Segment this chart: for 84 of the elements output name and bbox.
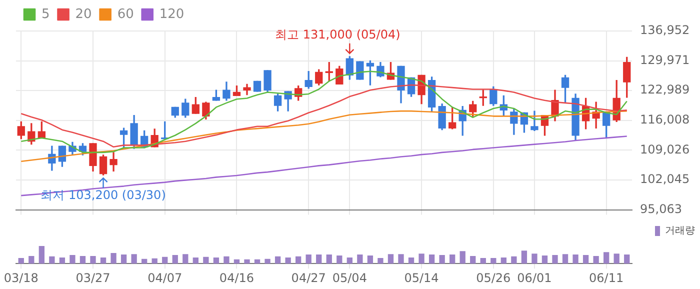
bar — [408, 257, 414, 264]
bar — [336, 256, 342, 264]
bar — [296, 256, 302, 264]
y-tick-label: 102,045 — [640, 172, 690, 186]
candlestick — [356, 61, 364, 80]
legend-label: 거래량 — [665, 226, 695, 237]
bar — [378, 258, 384, 264]
bar — [203, 256, 209, 264]
bar — [120, 254, 127, 264]
x-tick-label: 04/07 — [148, 270, 182, 285]
bar — [604, 252, 610, 264]
bar — [552, 255, 558, 264]
bar — [562, 254, 568, 264]
bar — [224, 256, 230, 264]
bar — [388, 254, 394, 264]
bar — [346, 257, 352, 264]
bar — [470, 256, 476, 264]
y-tick-label: 116,008 — [640, 112, 690, 127]
x-tick-label: 04/27 — [291, 270, 326, 285]
bar — [234, 259, 240, 264]
legend-label: 20 — [75, 6, 92, 22]
x-tick-label: 03/18 — [4, 270, 38, 285]
bar — [244, 259, 250, 264]
bar — [460, 251, 466, 264]
bar — [316, 254, 322, 264]
x-tick-label: 05/04 — [332, 270, 367, 285]
bar — [38, 246, 44, 264]
legend-label: 120 — [159, 6, 184, 22]
y-tick-label: 109,026 — [640, 142, 690, 156]
bar — [326, 254, 332, 264]
bar — [274, 256, 281, 264]
bar — [254, 259, 260, 264]
bar — [131, 254, 137, 264]
bar — [264, 258, 270, 264]
legend-label: 60 — [117, 6, 134, 22]
bar — [162, 256, 168, 264]
bar — [439, 255, 445, 264]
bar — [521, 250, 528, 264]
bar — [213, 257, 220, 264]
bar — [28, 256, 34, 264]
bar — [542, 256, 548, 264]
bar — [490, 258, 496, 264]
x-tick-label: 05/26 — [476, 270, 511, 285]
bar — [59, 257, 66, 264]
bar — [614, 254, 620, 264]
bar — [418, 254, 424, 264]
x-tick-label: 04/16 — [219, 270, 254, 285]
bar — [511, 256, 517, 264]
bar — [593, 256, 599, 264]
bar — [152, 258, 158, 264]
bar — [500, 257, 506, 264]
bar — [398, 254, 404, 264]
bar — [172, 255, 178, 264]
bar — [182, 254, 188, 264]
bar — [49, 256, 55, 264]
bar — [110, 253, 116, 264]
bar — [532, 254, 538, 264]
bar — [100, 257, 106, 264]
bar — [572, 254, 578, 264]
x-tick-label: 03/27 — [76, 270, 110, 285]
annotation: 최고 131,000 (05/04) — [275, 28, 400, 42]
bar — [192, 257, 198, 264]
y-tick-label: 129,971 — [640, 52, 690, 67]
bar — [80, 256, 86, 264]
bar — [142, 258, 148, 264]
bar — [582, 255, 589, 264]
bar — [480, 258, 486, 264]
y-tick-label: 136,952 — [640, 23, 690, 38]
y-tick-label: 95,063 — [640, 202, 682, 216]
x-tick-label: 06/11 — [589, 270, 624, 285]
legend-label: 5 — [42, 6, 50, 22]
y-tick-label: 122,989 — [640, 82, 690, 97]
bar — [624, 254, 630, 264]
bar — [428, 254, 435, 264]
bar — [90, 256, 96, 264]
x-tick-label: 05/14 — [404, 270, 439, 285]
bar — [18, 258, 24, 264]
x-tick-label: 06/01 — [517, 270, 552, 285]
bar — [306, 254, 312, 264]
bar — [450, 254, 456, 264]
bar — [367, 256, 374, 264]
bar — [70, 255, 76, 264]
bar — [285, 257, 291, 264]
bar — [357, 254, 363, 264]
